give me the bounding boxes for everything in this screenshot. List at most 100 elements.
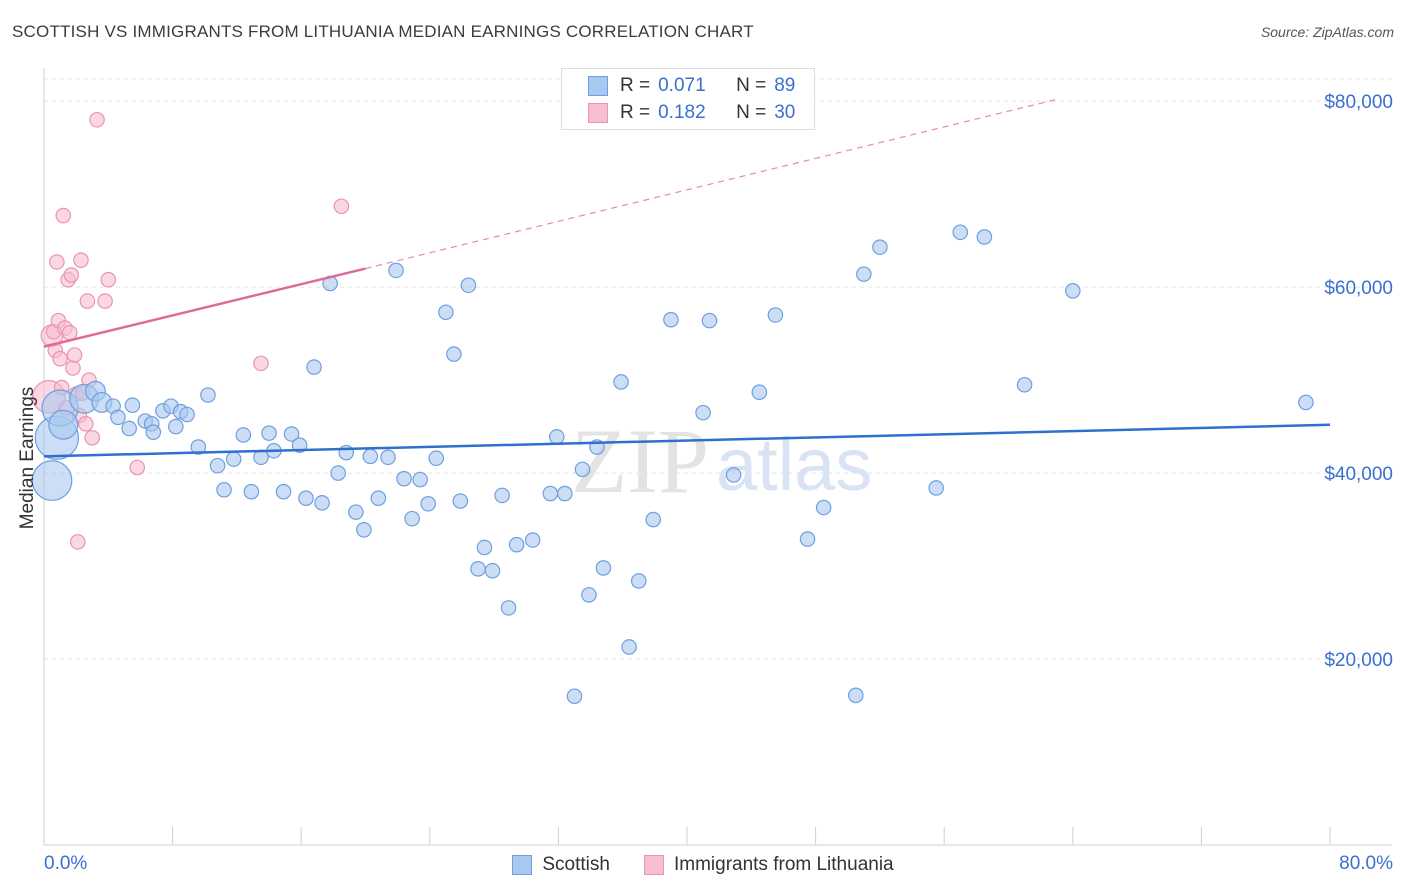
series-swatch-lithuania — [643, 855, 664, 875]
y-tick-label: $80,000 — [1324, 92, 1393, 113]
chart-title: SCOTTISH VS IMMIGRANTS FROM LITHUANIA ME… — [12, 22, 754, 41]
scottish-point — [283, 426, 300, 442]
scottish-point — [275, 483, 292, 500]
scottish-point — [380, 449, 396, 466]
scottish-point — [976, 229, 993, 245]
scottish-point — [751, 384, 768, 401]
lithuania-point — [100, 271, 117, 288]
scottish-point — [460, 277, 477, 294]
scottish-point — [243, 483, 260, 500]
scottish-point — [1065, 283, 1081, 299]
scottish-point — [725, 467, 742, 483]
scottish-point — [121, 420, 137, 437]
scottish-point — [500, 600, 517, 616]
scottish-point — [298, 490, 314, 506]
lithuania-trend-extension — [365, 98, 1057, 270]
scottish-point — [494, 487, 510, 504]
lithuania-point — [73, 252, 89, 268]
lithuania-point — [63, 267, 80, 283]
scottish-point — [446, 346, 462, 362]
lithuania-point — [52, 350, 68, 367]
scottish-point — [613, 374, 629, 390]
scottish-point — [663, 311, 679, 328]
scottish-point — [404, 510, 420, 527]
y-tick-label: $20,000 — [1324, 650, 1393, 671]
series-legend-scottish: Scottish — [512, 854, 610, 876]
series-swatch-scottish — [512, 855, 533, 875]
scottish-point — [630, 573, 647, 589]
scottish-point — [48, 409, 79, 440]
legend-n-label: N = — [736, 102, 767, 123]
scottish-point — [952, 224, 969, 241]
lithuania-point — [77, 416, 94, 432]
scottish-point — [412, 471, 428, 488]
grid — [44, 78, 1392, 660]
legend-r-label: R = — [620, 102, 651, 123]
scottish-point — [645, 511, 662, 528]
scottish-point — [872, 239, 888, 255]
lithuania-point — [69, 534, 86, 550]
legend-n-label: N = — [736, 75, 767, 96]
scottish-point — [330, 465, 346, 481]
scottish-point — [815, 499, 832, 516]
lithuania-point — [97, 293, 113, 309]
scottish-point — [574, 461, 591, 478]
series-label-scottish: Scottish — [542, 854, 610, 875]
scottish-point — [235, 427, 252, 443]
scottish-point — [557, 485, 573, 502]
lithuania-point — [84, 429, 101, 446]
scottish-point — [110, 409, 126, 426]
legend-n-value: 89 — [774, 75, 796, 96]
lithuania-point — [79, 293, 96, 309]
scottish-point — [190, 439, 207, 455]
scottish-point — [348, 504, 364, 520]
series-legend: Scottish Immigrants from Lithuania — [0, 852, 1406, 878]
scottish-point — [306, 359, 322, 375]
scottish-point — [314, 495, 330, 511]
lithuania-point — [66, 347, 83, 363]
scottish-point — [179, 406, 195, 423]
scottish-point — [508, 536, 525, 553]
scottish-point — [1016, 376, 1033, 393]
scottish-point — [542, 485, 559, 502]
scottish-point — [225, 451, 242, 467]
lithuania-trend-line — [43, 267, 366, 348]
scottish-point — [524, 532, 541, 548]
scottish-point — [799, 531, 816, 547]
legend-row-lithuania: R = 0.182 N = 30 — [588, 100, 795, 126]
lithuania-point — [65, 360, 81, 376]
lithuania-point — [129, 459, 146, 476]
scottish-point — [767, 307, 784, 323]
watermark: ZIP atlas — [571, 410, 872, 512]
scottish-point — [124, 397, 141, 414]
scottish-point — [476, 539, 493, 556]
scottish-point — [470, 561, 486, 577]
lithuania-point — [253, 355, 269, 372]
axes: $20,000 $40,000 $60,000 $80,000 — [43, 68, 1393, 846]
legend-n-value: 30 — [774, 102, 796, 123]
scottish-point — [695, 404, 711, 421]
x-tick-label-min: 0.0% — [44, 853, 87, 874]
series-label-lithuania: Immigrants from Lithuania — [673, 854, 894, 875]
series-legend-lithuania: Immigrants from Lithuania — [643, 854, 894, 876]
lithuania-point — [89, 111, 105, 128]
scottish-point — [209, 457, 226, 474]
scottish-point — [701, 312, 718, 329]
lithuania-point — [49, 254, 65, 270]
scottish-point — [581, 587, 597, 603]
source-credit: Source: ZipAtlas.com — [1260, 24, 1394, 40]
scottish-point — [621, 639, 637, 655]
legend-row-scottish: R = 0.071 N = 89 — [588, 73, 795, 99]
x-tick-label-max: 80.0% — [1339, 853, 1393, 874]
scottish-point — [566, 688, 583, 705]
scottish-point — [261, 425, 277, 441]
stats-legend: R = 0.071 N = 89 R = 0.182 N = 30 — [561, 68, 815, 130]
y-axis-label: Median Earnings — [17, 387, 38, 530]
scottish-point — [595, 560, 612, 576]
scottish-point — [356, 522, 372, 538]
scottish-point — [428, 450, 445, 467]
scottish-point — [420, 495, 436, 512]
lithuania-point — [333, 198, 350, 215]
legend-r-label: R = — [620, 75, 651, 96]
